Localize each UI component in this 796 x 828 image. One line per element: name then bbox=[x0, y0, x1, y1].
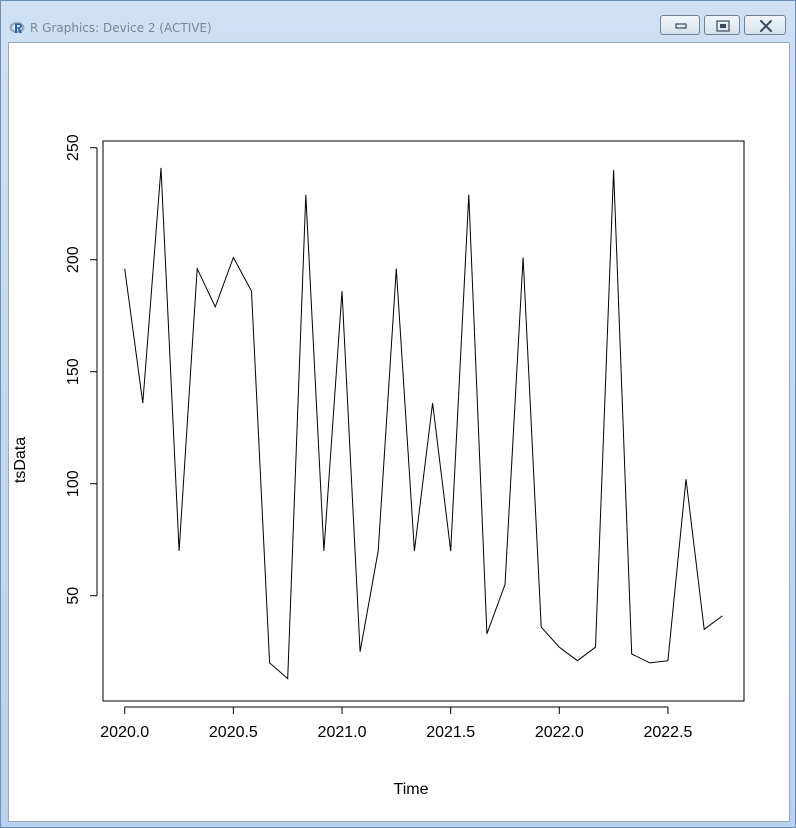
time-series-chart: 2020.0 2020.5 2021.0 2021.5 2022.0 2022.5 50 1… bbox=[12, 134, 745, 798]
window-title: R Graphics: Device 2 (ACTIVE) bbox=[30, 21, 212, 35]
y-tick-label: 150 bbox=[65, 358, 82, 385]
x-tick-label: 2022.0 bbox=[535, 724, 584, 741]
x-axis-label: Time bbox=[394, 781, 429, 798]
maximize-icon bbox=[716, 20, 730, 32]
close-button[interactable] bbox=[744, 15, 786, 35]
close-icon bbox=[760, 20, 772, 32]
y-tick-label: 100 bbox=[65, 470, 82, 497]
minimize-icon bbox=[675, 23, 687, 29]
y-tick-label: 250 bbox=[65, 134, 82, 161]
y-tick-label: 200 bbox=[65, 246, 82, 273]
minimize-button[interactable] bbox=[660, 15, 700, 35]
x-tick-label: 2021.5 bbox=[426, 724, 475, 741]
y-axis: 50 100 150 200 250 bbox=[65, 134, 98, 605]
x-tick-label: 2021.0 bbox=[318, 724, 367, 741]
x-tick-label: 2020.5 bbox=[209, 724, 258, 741]
x-axis: 2020.0 2020.5 2021.0 2021.5 2022.0 2022.5 bbox=[100, 706, 693, 741]
plot-area: 2020.0 2020.5 2021.0 2021.5 2022.0 2022.5 50 1… bbox=[8, 42, 790, 822]
plot-box bbox=[102, 140, 745, 702]
series-line bbox=[124, 167, 723, 680]
r-logo-icon bbox=[9, 22, 25, 33]
maximize-button[interactable] bbox=[704, 15, 740, 35]
title-bar[interactable]: R Graphics: Device 2 (ACTIVE) bbox=[1, 1, 795, 41]
x-tick-label: 2022.5 bbox=[643, 724, 692, 741]
y-axis-label: tsData bbox=[12, 437, 29, 483]
x-tick-label: 2020.0 bbox=[100, 724, 149, 741]
y-tick-label: 50 bbox=[65, 587, 82, 605]
